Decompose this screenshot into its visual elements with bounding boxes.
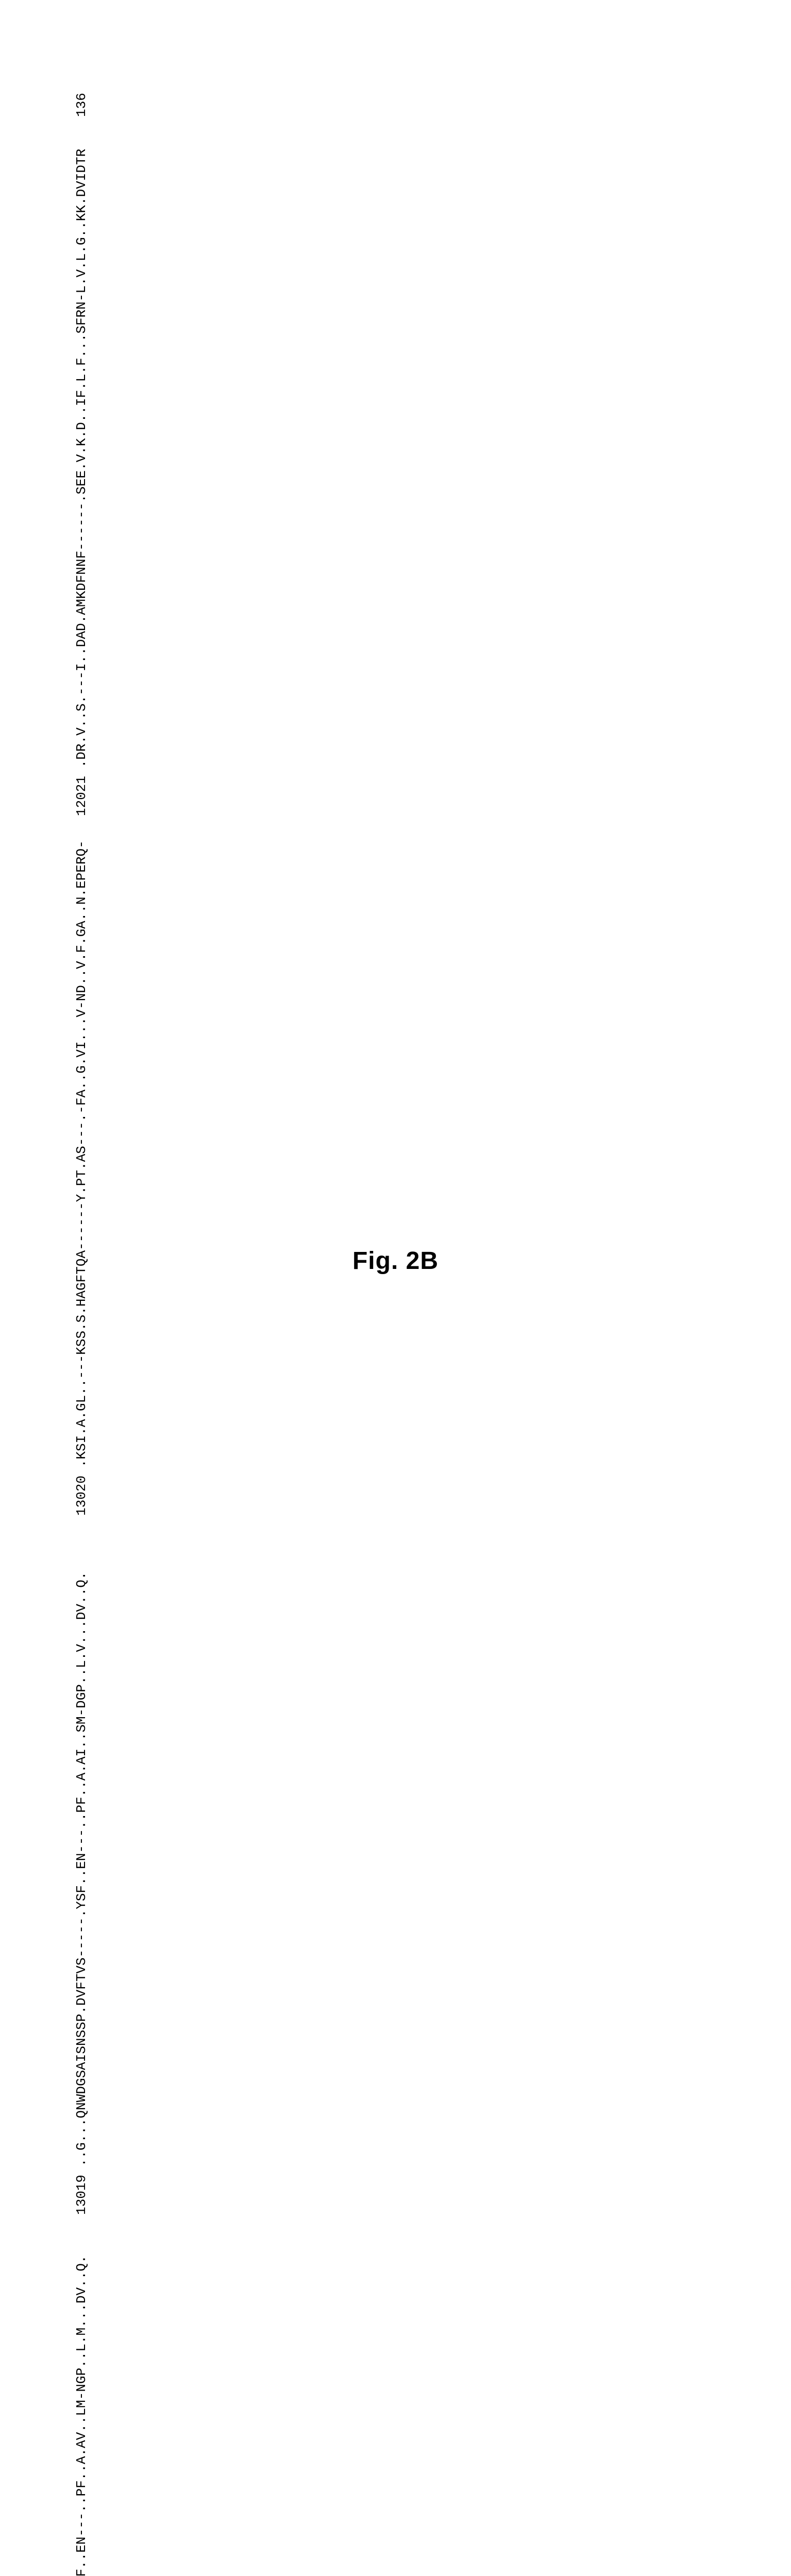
alignment-row-index: 21 — [75, 768, 99, 792]
alignment-row-sequence: ..IG...Q.WDGSTISSKNSPENTFNVP-----.YSF..E… — [75, 2231, 88, 2576]
alignment-row: 20 .KSI.A.GL..---KSS.S.HAGFTQA------Y.PT… — [75, 792, 115, 1491]
alignment-row: 21 .DR.V..S.---I..DAD.AMKDFNNF------.SEE… — [75, 93, 115, 792]
alignment-row-end-position: 130 — [75, 1492, 115, 1532]
alignment-row-index: 19 — [75, 2167, 99, 2191]
sequence-alignment-block: 1 TVEVFGLKKDLLNDLLTGIKDNT-------NFNIKYNP… — [72, 93, 117, 2576]
alignment-row-end-position: 136 — [75, 93, 115, 133]
figure-caption: Fig. 2B — [0, 1247, 791, 1275]
alignment-row-sequence: .DR.V..S.---I..DAD.AMKDFNNF------.SEE.V.… — [75, 133, 88, 768]
alignment-row-index: 20 — [75, 1467, 99, 1492]
alignment-row: 18 ..IG...Q.WDGSTISSKNSPENTFNVP-----.YSF… — [75, 2191, 115, 2576]
alignment-row-sequence: ..G...QNWDGSAISNSSP.DVFTVS-----.YSF..EN-… — [75, 1532, 88, 2167]
alignment-row: 19 ..G...QNWDGSAISNSSP.DVFTVS-----.YSF..… — [75, 1492, 115, 2191]
alignment-row-end-position: 130 — [75, 2191, 115, 2231]
alignment-row-sequence: .KSI.A.GL..---KSS.S.HAGFTQA------Y.PT.AS… — [75, 832, 88, 1467]
alignment-row-end-position: 120 — [75, 792, 115, 832]
